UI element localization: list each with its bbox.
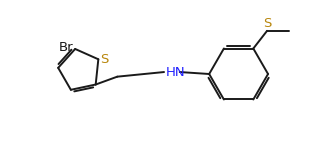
Text: Br: Br [59,41,73,54]
Text: S: S [263,17,271,30]
Text: S: S [100,53,108,66]
Text: HN: HN [166,66,186,79]
